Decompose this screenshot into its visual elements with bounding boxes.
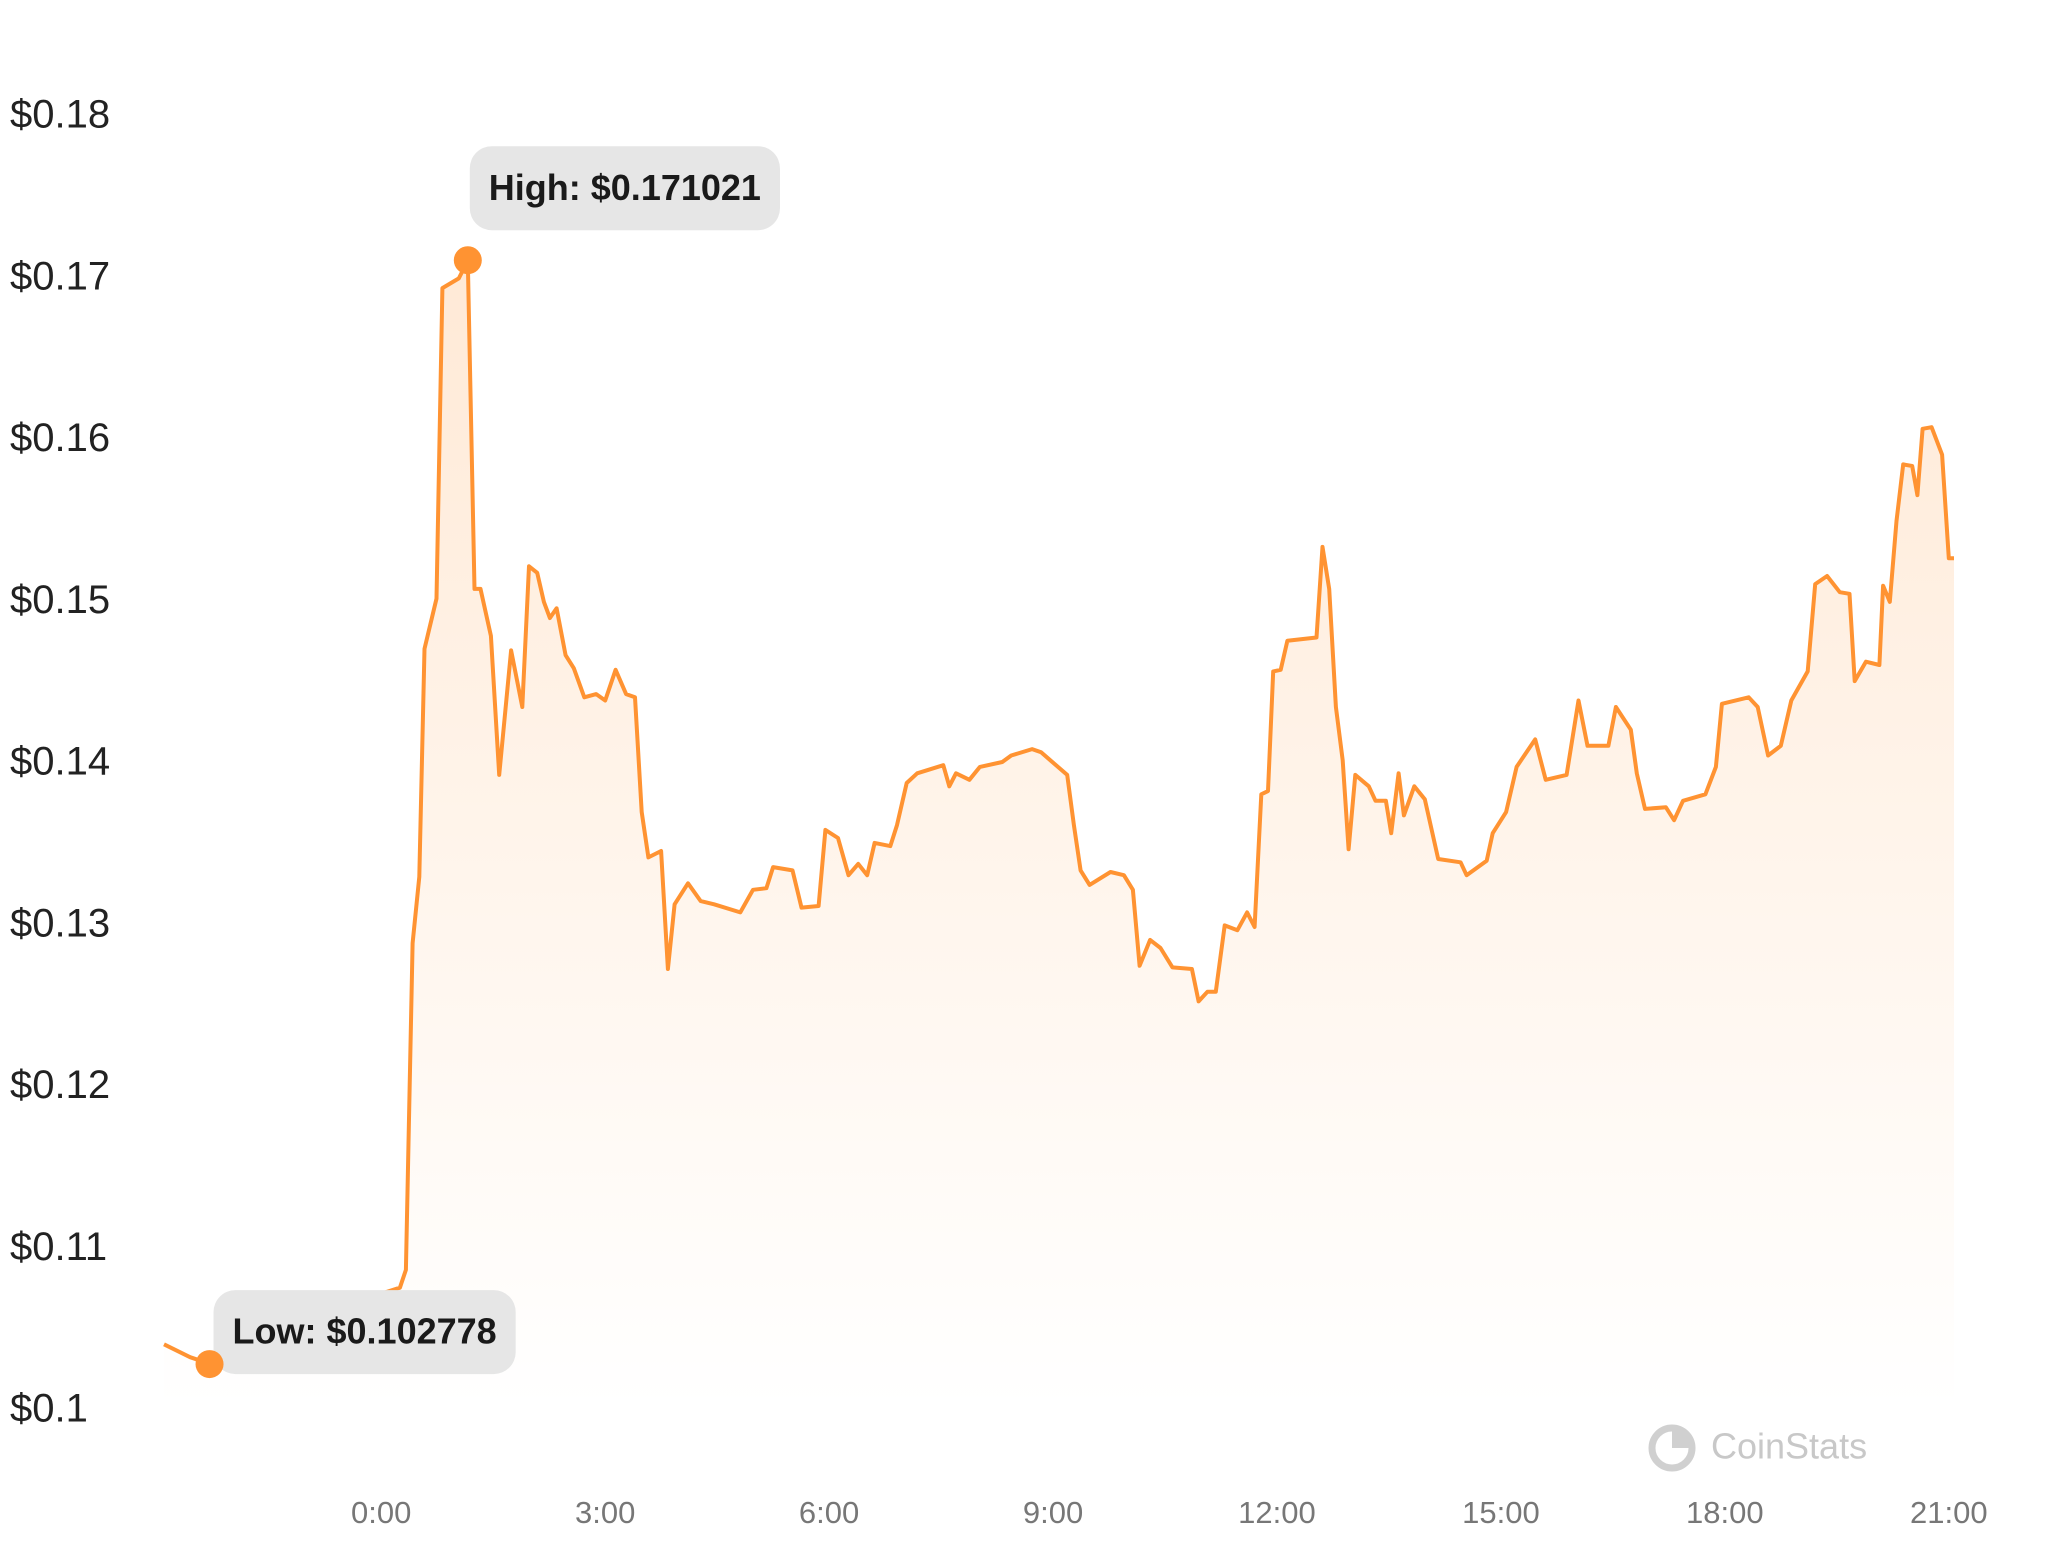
annotation-point — [453, 246, 482, 275]
x-tick-label: 12:00 — [1238, 1495, 1316, 1530]
x-tick-label: 18:00 — [1686, 1495, 1764, 1530]
y-tick-label: $0.11 — [10, 1225, 107, 1269]
x-tick-label: 15:00 — [1462, 1495, 1540, 1530]
area-fill — [164, 260, 1954, 1410]
x-tick-label: 3:00 — [575, 1495, 635, 1530]
y-tick-label: $0.15 — [10, 578, 110, 622]
annotation: High: $0.171021 — [453, 146, 780, 275]
y-tick-label: $0.1 — [10, 1387, 88, 1431]
y-tick-label: $0.14 — [10, 740, 110, 784]
annotation-box — [213, 1290, 516, 1375]
watermark: CoinStats — [1648, 1424, 1867, 1472]
y-tick-label: $0.17 — [10, 254, 110, 298]
y-tick-label: $0.13 — [10, 901, 110, 945]
annotation: Low: $0.102778 — [195, 1290, 516, 1379]
x-tick-label: 9:00 — [1023, 1495, 1083, 1530]
y-tick-label: $0.18 — [10, 93, 110, 137]
annotation-label: High: $0.171021 — [489, 167, 761, 208]
watermark-icon-slice — [1672, 1428, 1692, 1448]
annotation-point — [195, 1350, 224, 1379]
annotation-box — [469, 146, 780, 231]
watermark-text: CoinStats — [1711, 1426, 1867, 1467]
annotation-label: Low: $0.102778 — [233, 1311, 497, 1352]
x-tick-label: 21:00 — [1910, 1495, 1988, 1530]
x-tick-label: 0:00 — [351, 1495, 411, 1530]
price-line — [163, 258, 1954, 1366]
x-tick-label: 6:00 — [799, 1495, 859, 1530]
y-tick-label: $0.12 — [10, 1063, 110, 1107]
y-tick-label: $0.16 — [10, 416, 110, 460]
